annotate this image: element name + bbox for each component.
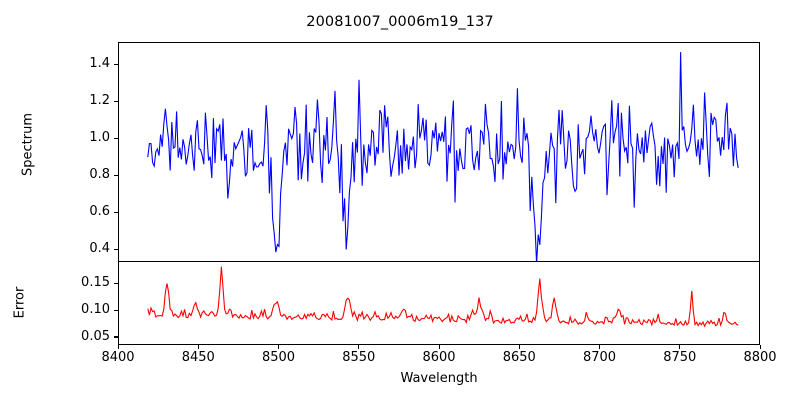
y-tick-label-error: 0.10: [81, 302, 110, 318]
y-tick-spectrum: [114, 100, 118, 102]
x-tick-label: 8600: [422, 350, 456, 365]
y-tick-spectrum: [114, 211, 118, 213]
x-tick: [518, 345, 520, 349]
x-tick-label: 8700: [582, 350, 617, 365]
x-tick: [599, 345, 601, 349]
x-tick: [117, 345, 119, 349]
y-tick-label-spectrum: 0.6: [89, 204, 110, 220]
y-tick-label-spectrum: 1.2: [89, 93, 110, 109]
y-tick-label-spectrum: 0.4: [89, 241, 110, 257]
y-tick-label-error: 0.05: [81, 328, 110, 344]
x-tick: [197, 345, 199, 349]
y-tick-label-spectrum: 1.4: [89, 56, 110, 72]
y-tick-label-spectrum: 0.8: [89, 167, 110, 183]
x-tick: [438, 345, 440, 349]
y-tick-spectrum: [114, 174, 118, 176]
x-axis-label: Wavelength: [400, 371, 478, 386]
y-axis-label-error: Error: [12, 286, 28, 319]
x-tick-label: 8500: [261, 350, 296, 365]
x-tick-label: 8800: [743, 350, 777, 365]
y-tick-spectrum: [114, 137, 118, 139]
x-tick: [358, 345, 360, 349]
spectrum-trace: [119, 43, 759, 261]
page-title: 20081007_0006m19_137: [306, 14, 494, 30]
x-tick-label: 8750: [663, 350, 697, 365]
y-tick-error: [114, 282, 118, 285]
y-tick-spectrum: [114, 248, 118, 250]
x-tick-label: 8550: [342, 350, 376, 365]
x-tick: [759, 345, 761, 349]
y-tick-spectrum: [114, 63, 118, 65]
x-tick: [278, 345, 280, 349]
error-trace: [119, 262, 759, 344]
x-tick: [679, 345, 681, 349]
y-tick-error: [114, 336, 118, 338]
error-plot-area: [118, 261, 760, 345]
y-axis-label-spectrum: Spectrum: [20, 113, 36, 176]
y-tick-label-error: 0.15: [81, 275, 110, 291]
x-tick-label: 8450: [181, 350, 215, 365]
x-tick-label: 8650: [502, 350, 536, 365]
spectrum-plot-area: [118, 42, 760, 262]
x-tick-label: 8400: [101, 350, 135, 365]
y-tick-label-spectrum: 1.0: [89, 130, 110, 146]
y-tick-error: [114, 309, 118, 311]
